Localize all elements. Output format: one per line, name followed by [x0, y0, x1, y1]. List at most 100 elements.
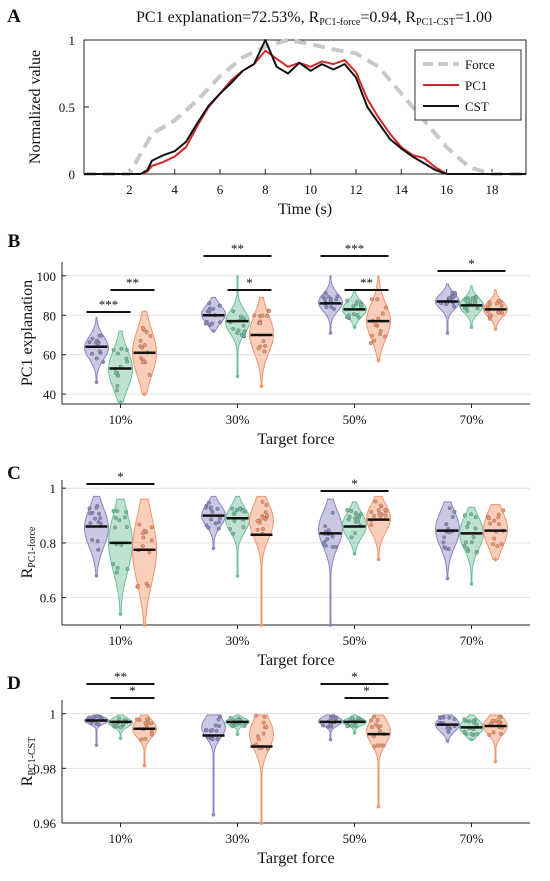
data-point [118, 612, 123, 616]
data-point [149, 525, 154, 530]
data-point [354, 302, 359, 307]
data-point [259, 623, 264, 627]
data-point [235, 374, 240, 379]
data-point [499, 303, 504, 308]
data-point [328, 623, 333, 627]
y-axis-label: RPC1-force [19, 526, 38, 578]
data-point [118, 400, 123, 404]
data-point [469, 737, 474, 742]
data-point [88, 511, 93, 516]
data-point [492, 536, 496, 541]
data-point [462, 543, 467, 548]
y-tick-label: 0.96 [33, 816, 56, 831]
data-point [325, 537, 330, 542]
data-point [487, 302, 492, 307]
y-tick-label: 100 [37, 269, 57, 284]
data-point [345, 298, 350, 303]
data-point [142, 623, 147, 627]
data-point [353, 516, 358, 521]
data-point [231, 531, 236, 536]
data-point [261, 527, 266, 532]
data-point [144, 530, 149, 535]
data-point [469, 325, 474, 329]
data-point [203, 505, 208, 510]
data-point [143, 736, 148, 741]
data-point [241, 323, 246, 328]
x-axis-label: Time (s) [278, 201, 332, 218]
x-tick-label: 50% [343, 831, 367, 846]
data-point [329, 722, 333, 727]
data-point [380, 311, 385, 316]
data-point [383, 507, 388, 512]
data-point [232, 518, 237, 523]
data-point [87, 506, 92, 511]
data-point [497, 715, 502, 720]
data-point [255, 519, 260, 524]
x-tick-label: 2 [126, 182, 133, 197]
data-point [115, 383, 120, 388]
data-point [101, 360, 106, 364]
data-point [445, 576, 450, 581]
data-point [240, 508, 245, 513]
data-point [493, 327, 498, 331]
y-tick-label: 0.5 [59, 100, 75, 115]
data-point [114, 570, 119, 575]
significance-label: * [246, 275, 253, 290]
data-point [235, 573, 240, 578]
data-point [111, 562, 116, 567]
data-point [375, 718, 380, 723]
data-point [264, 503, 269, 507]
data-point [137, 522, 142, 527]
panel-a: A PC1 explanation=72.53%, RPC1-force=0.94… [7, 6, 527, 218]
data-point [209, 517, 214, 522]
data-point [231, 326, 236, 331]
data-point [355, 513, 360, 518]
y-tick-label: 0.8 [40, 536, 56, 551]
data-point [134, 717, 139, 722]
data-point [349, 508, 354, 513]
data-point [118, 736, 123, 741]
y-tick-label: 1 [50, 481, 57, 496]
legend-entry: CST [465, 99, 489, 114]
violin [84, 316, 109, 383]
data-point [487, 516, 492, 521]
data-point [369, 297, 374, 302]
data-point [369, 333, 374, 338]
data-point [356, 716, 361, 720]
data-point [353, 724, 358, 728]
data-point [474, 550, 479, 555]
x-tick-label: 30% [226, 412, 250, 427]
data-point [472, 300, 477, 305]
data-point [376, 804, 381, 809]
data-point [330, 534, 335, 539]
data-point [115, 508, 119, 513]
data-point [90, 336, 95, 341]
data-point [470, 296, 475, 301]
data-point [116, 373, 121, 378]
x-axis-label: Target force [257, 850, 334, 867]
data-point [94, 380, 99, 385]
y-axis-label: PC1 explanation [19, 280, 36, 386]
violin [248, 495, 275, 626]
data-point [442, 535, 447, 540]
data-point [368, 718, 373, 723]
data-point [487, 313, 492, 318]
data-point [352, 731, 357, 735]
data-point [242, 331, 246, 336]
data-point [462, 717, 467, 722]
data-point [260, 499, 265, 504]
data-point [496, 515, 501, 520]
data-point [452, 304, 457, 309]
data-point [358, 512, 363, 517]
data-point [374, 722, 378, 727]
data-point [445, 726, 450, 731]
data-point [87, 340, 92, 345]
data-point [349, 535, 354, 540]
data-point [115, 566, 120, 570]
data-point [383, 334, 388, 339]
data-point [324, 305, 329, 309]
series-line-pc1 [84, 49, 526, 175]
data-point [94, 505, 99, 510]
data-point [347, 514, 352, 519]
y-tick-label: 1 [50, 707, 57, 722]
